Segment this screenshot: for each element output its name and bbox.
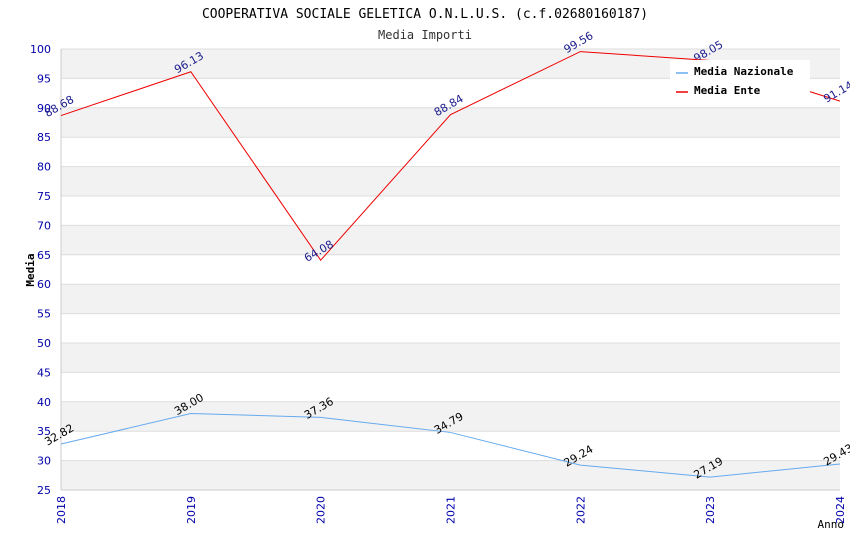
grid-band: [61, 284, 840, 314]
y-tick-label: 75: [37, 190, 51, 203]
legend-label-media-ente: Media Ente: [694, 84, 761, 97]
x-axis: 2018 2019 2020 2021 2022 2023 2024: [55, 489, 847, 524]
y-tick-label: 100: [30, 43, 51, 56]
y-tick-label: 45: [37, 366, 51, 379]
y-tick-label: 95: [37, 72, 51, 85]
x-tick-label: 2022: [574, 496, 587, 524]
y-tick-label: 60: [37, 278, 51, 291]
y-axis: 25 30 35 40 45 50 55 60 65 70 75 80 85 90 95 100: [30, 43, 62, 497]
grid-band: [61, 166, 840, 196]
y-tick-label: 70: [37, 219, 51, 232]
grid-band: [61, 431, 840, 461]
x-tick-label: 2020: [315, 496, 328, 524]
y-tick-label: 50: [37, 337, 51, 350]
grid-band: [61, 313, 840, 343]
chart-subtitle: Media Importi: [378, 28, 472, 42]
y-tick-label: 55: [37, 308, 51, 321]
grid-band: [61, 460, 840, 490]
x-tick-label: 2024: [834, 496, 847, 524]
legend: Media Nazionale Media Ente: [670, 60, 810, 102]
grid-band: [61, 225, 840, 255]
x-tick-label: 2019: [185, 496, 198, 524]
chart-title: COOPERATIVA SOCIALE GELETICA O.N.L.U.S. …: [202, 7, 648, 22]
y-tick-label: 90: [37, 102, 51, 115]
grid-band: [61, 343, 840, 373]
x-tick-label: 2023: [704, 496, 717, 524]
y-axis-label: Media: [24, 253, 37, 286]
y-tick-label: 30: [37, 455, 51, 468]
y-tick-label: 85: [37, 131, 51, 144]
grid-band: [61, 254, 840, 285]
grid-band: [61, 401, 840, 432]
grid-band: [61, 372, 840, 402]
y-tick-label: 65: [37, 249, 51, 262]
y-tick-label: 35: [37, 425, 51, 438]
plot-bands: [61, 49, 840, 490]
grid-band: [61, 137, 840, 167]
legend-box: [670, 60, 810, 102]
series-line-media-nazionale: [60, 413, 841, 478]
y-tick-label: 80: [37, 161, 51, 174]
x-axis-label: Anno: [818, 518, 845, 531]
y-tick-label: 25: [37, 484, 51, 497]
x-tick-label: 2018: [55, 496, 68, 524]
grid-band: [61, 107, 840, 138]
legend-label-media-nazionale: Media Nazionale: [694, 65, 794, 78]
grid-band: [61, 196, 840, 226]
y-tick-label: 40: [37, 396, 51, 409]
x-tick-label: 2021: [445, 496, 458, 524]
